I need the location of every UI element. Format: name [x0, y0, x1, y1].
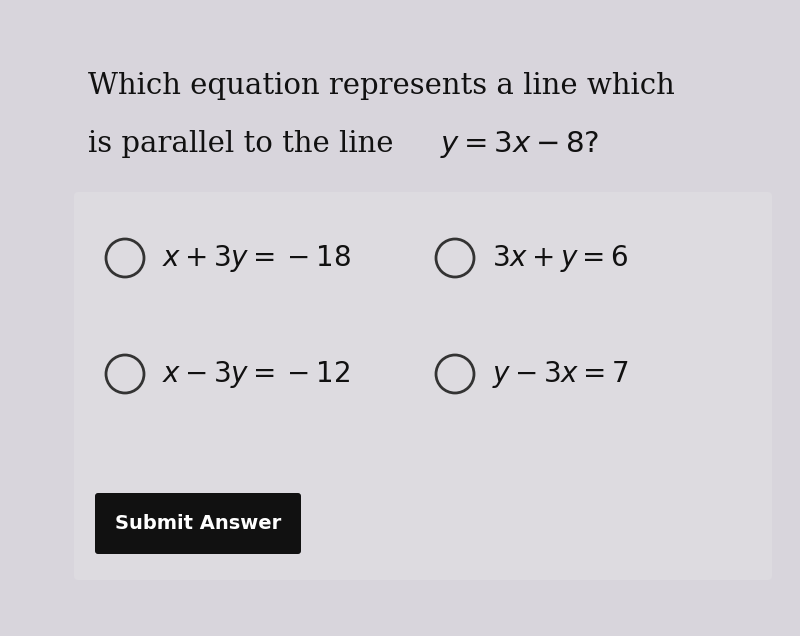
Text: Which equation represents a line which: Which equation represents a line which [88, 72, 674, 100]
Text: $x - 3y = -12$: $x - 3y = -12$ [162, 359, 350, 389]
Text: $y = 3x - 8$?: $y = 3x - 8$? [440, 128, 599, 160]
Text: Submit Answer: Submit Answer [115, 514, 281, 533]
Text: $x + 3y = -18$: $x + 3y = -18$ [162, 242, 351, 273]
FancyBboxPatch shape [95, 493, 301, 554]
Text: is parallel to the line: is parallel to the line [88, 130, 402, 158]
Text: $y - 3x = 7$: $y - 3x = 7$ [492, 359, 629, 389]
Text: $3x + y = 6$: $3x + y = 6$ [492, 242, 629, 273]
FancyBboxPatch shape [74, 192, 772, 580]
